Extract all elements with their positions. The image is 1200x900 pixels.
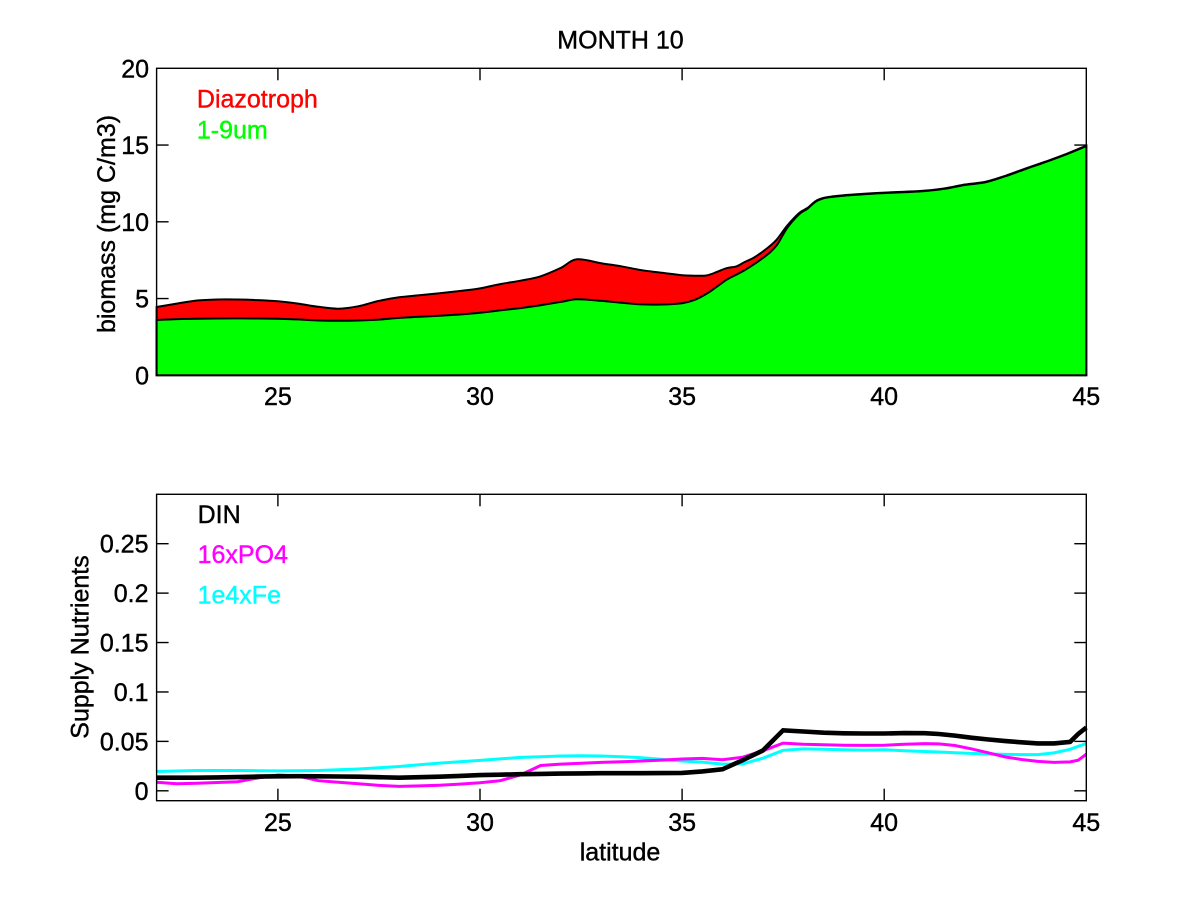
svg-text:1-9um: 1-9um: [197, 117, 268, 145]
svg-text:20: 20: [121, 55, 149, 83]
svg-text:latitude: latitude: [580, 839, 661, 867]
svg-text:0.1: 0.1: [114, 679, 149, 707]
svg-text:0.15: 0.15: [100, 630, 149, 658]
svg-text:DIN: DIN: [198, 501, 241, 529]
svg-text:40: 40: [870, 809, 898, 837]
svg-text:0: 0: [135, 778, 149, 806]
svg-text:0: 0: [135, 362, 149, 390]
svg-text:15: 15: [121, 132, 149, 160]
svg-text:0.2: 0.2: [114, 580, 149, 608]
svg-text:30: 30: [466, 809, 494, 837]
svg-text:1e4xFe: 1e4xFe: [198, 581, 281, 609]
svg-text:45: 45: [1072, 809, 1100, 837]
svg-text:35: 35: [668, 383, 696, 411]
svg-text:25: 25: [264, 383, 292, 411]
svg-text:Supply Nutrients: Supply Nutrients: [67, 555, 95, 738]
svg-text:35: 35: [668, 809, 696, 837]
svg-text:10: 10: [121, 209, 149, 237]
svg-text:30: 30: [466, 383, 494, 411]
svg-text:Diazotroph: Diazotroph: [197, 86, 318, 114]
svg-text:0.25: 0.25: [100, 531, 149, 559]
svg-text:MONTH 10: MONTH 10: [557, 27, 683, 55]
svg-text:5: 5: [135, 286, 149, 314]
svg-text:biomass (mg C/m3): biomass (mg C/m3): [93, 115, 121, 333]
svg-text:45: 45: [1072, 383, 1100, 411]
svg-text:40: 40: [870, 383, 898, 411]
svg-text:0.05: 0.05: [100, 728, 149, 756]
svg-text:16xPO4: 16xPO4: [198, 541, 288, 569]
svg-text:25: 25: [264, 809, 292, 837]
